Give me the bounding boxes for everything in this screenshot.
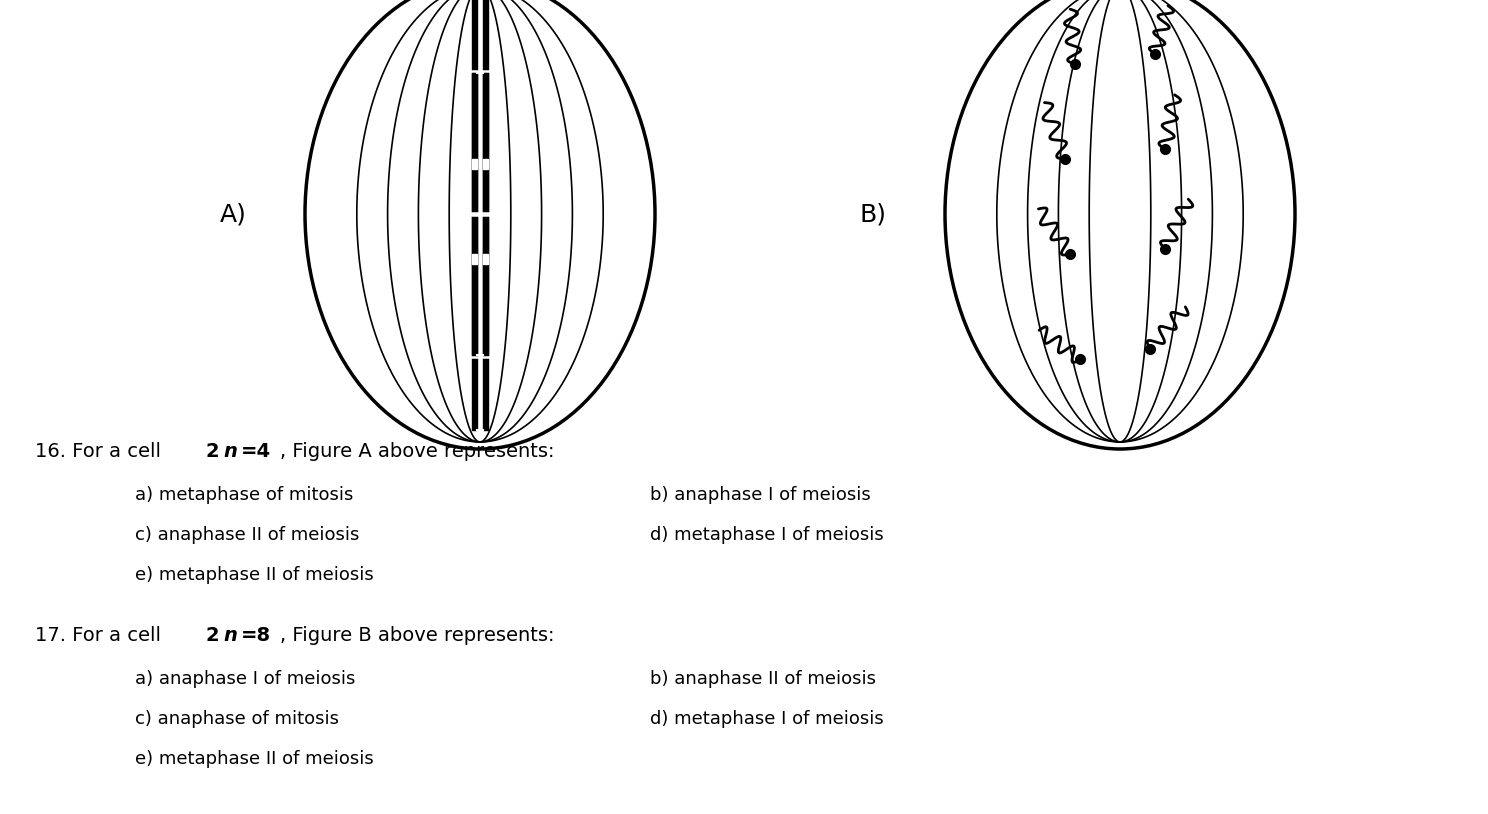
Text: , Figure A above represents:: , Figure A above represents:	[280, 442, 555, 461]
Polygon shape	[482, 254, 488, 264]
Text: a) metaphase of mitosis: a) metaphase of mitosis	[135, 486, 353, 504]
Text: c) anaphase of mitosis: c) anaphase of mitosis	[135, 710, 339, 728]
Text: 17. For a cell: 17. For a cell	[36, 626, 167, 645]
Text: 16. For a cell: 16. For a cell	[36, 442, 167, 461]
Text: c) anaphase II of meiosis: c) anaphase II of meiosis	[135, 526, 360, 544]
Text: d) metaphase I of meiosis: d) metaphase I of meiosis	[650, 526, 884, 544]
Polygon shape	[482, 0, 488, 431]
Text: e) metaphase II of meiosis: e) metaphase II of meiosis	[135, 750, 373, 768]
Text: , Figure B above represents:: , Figure B above represents:	[280, 626, 555, 645]
Text: d) metaphase I of meiosis: d) metaphase I of meiosis	[650, 710, 884, 728]
Text: A): A)	[220, 202, 247, 226]
Text: e) metaphase II of meiosis: e) metaphase II of meiosis	[135, 566, 373, 584]
Text: =8: =8	[241, 626, 271, 645]
Text: n: n	[223, 442, 237, 461]
Text: b) anaphase II of meiosis: b) anaphase II of meiosis	[650, 670, 876, 688]
Text: n: n	[223, 626, 237, 645]
Text: 2: 2	[205, 442, 219, 461]
Text: b) anaphase I of meiosis: b) anaphase I of meiosis	[650, 486, 870, 504]
Text: a) anaphase I of meiosis: a) anaphase I of meiosis	[135, 670, 356, 688]
Polygon shape	[482, 159, 488, 169]
Text: =4: =4	[241, 442, 271, 461]
Polygon shape	[472, 73, 478, 355]
Polygon shape	[472, 0, 478, 431]
Polygon shape	[472, 159, 478, 169]
Text: 2: 2	[205, 626, 219, 645]
Polygon shape	[482, 73, 488, 355]
Polygon shape	[472, 254, 478, 264]
Text: B): B)	[860, 202, 887, 226]
